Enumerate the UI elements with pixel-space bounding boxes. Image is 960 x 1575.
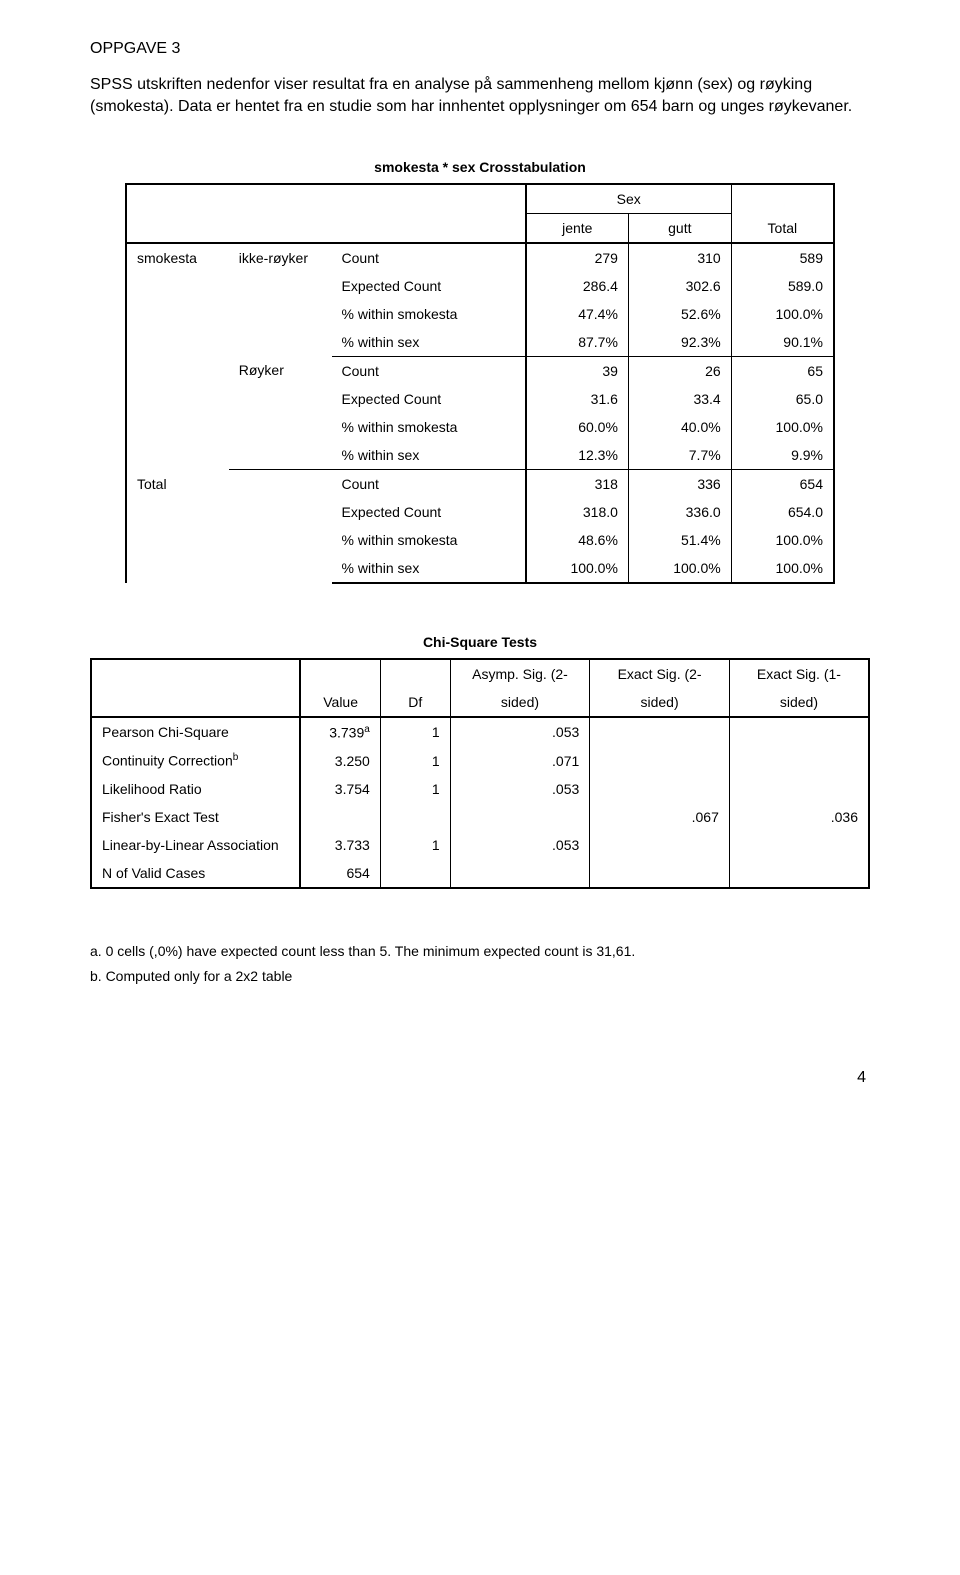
r3-label: Likelihood Ratio	[91, 775, 300, 803]
row-total-label: Total	[126, 469, 332, 583]
cell: 51.4%	[628, 526, 731, 554]
h-value: Value	[300, 688, 380, 717]
cell: 48.6%	[526, 526, 629, 554]
r6-label: N of Valid Cases	[91, 859, 300, 888]
cell: 9.9%	[731, 441, 834, 470]
r1-value: 3.739a	[300, 717, 380, 747]
r5-label: Linear-by-Linear Association	[91, 831, 300, 859]
stat-expected: Expected Count	[332, 498, 526, 526]
stat-within-smokesta: % within smokesta	[332, 526, 526, 554]
stat-within-sex: % within sex	[332, 554, 526, 583]
cell: 286.4	[526, 272, 629, 300]
cell: 26	[628, 356, 731, 385]
r4-exact1: .036	[729, 803, 869, 831]
stat-within-smokesta: % within smokesta	[332, 300, 526, 328]
cell: 31.6	[526, 385, 629, 413]
chisq-title: Chi-Square Tests	[90, 634, 870, 650]
stat-count: Count	[332, 469, 526, 498]
cell: 65	[731, 356, 834, 385]
cell: 100.0%	[526, 554, 629, 583]
cell: 589.0	[731, 272, 834, 300]
cell: 310	[628, 243, 731, 272]
header-total: Total	[731, 213, 834, 243]
r4-exact2: .067	[590, 803, 730, 831]
r2-df: 1	[380, 746, 450, 775]
r5-df: 1	[380, 831, 450, 859]
stat-within-smokesta: % within smokesta	[332, 413, 526, 441]
cell: 47.4%	[526, 300, 629, 328]
h-exact2b: sided)	[590, 688, 730, 717]
h-exact1a: Exact Sig. (1-	[729, 659, 869, 688]
cell: 52.6%	[628, 300, 731, 328]
header-sex: Sex	[526, 184, 732, 214]
r2-value: 3.250	[300, 746, 380, 775]
h-asymp1: Asymp. Sig. (2-	[450, 659, 590, 688]
cell: 100.0%	[628, 554, 731, 583]
row-var-label: smokesta	[126, 243, 229, 470]
r5-value: 3.733	[300, 831, 380, 859]
page-number: 4	[90, 1069, 870, 1087]
cell: 654.0	[731, 498, 834, 526]
cell: 589	[731, 243, 834, 272]
cell: 90.1%	[731, 328, 834, 357]
cell: 336.0	[628, 498, 731, 526]
cell: 302.6	[628, 272, 731, 300]
cell: 33.4	[628, 385, 731, 413]
cell: 60.0%	[526, 413, 629, 441]
cell: 100.0%	[731, 554, 834, 583]
cell: 7.7%	[628, 441, 731, 470]
r6-value: 654	[300, 859, 380, 888]
cell: 100.0%	[731, 413, 834, 441]
r3-df: 1	[380, 775, 450, 803]
cell: 39	[526, 356, 629, 385]
cell: 318	[526, 469, 629, 498]
crosstab-title: smokesta * sex Crosstabulation	[90, 159, 870, 175]
h-df: Df	[380, 688, 450, 717]
cell: 87.7%	[526, 328, 629, 357]
stat-expected: Expected Count	[332, 272, 526, 300]
r3-asymp: .053	[450, 775, 590, 803]
stat-within-sex: % within sex	[332, 328, 526, 357]
r4-label: Fisher's Exact Test	[91, 803, 300, 831]
r3-value: 3.754	[300, 775, 380, 803]
footnote-b: b. Computed only for a 2x2 table	[90, 964, 870, 989]
h-exact1b: sided)	[729, 688, 869, 717]
cell: 92.3%	[628, 328, 731, 357]
stat-count: Count	[332, 243, 526, 272]
cell: 100.0%	[731, 300, 834, 328]
cell: 279	[526, 243, 629, 272]
h-exact2a: Exact Sig. (2-	[590, 659, 730, 688]
cell: 318.0	[526, 498, 629, 526]
crosstab-table: Sex jente gutt Total smokesta ikke-røyke…	[125, 183, 835, 584]
cell: 40.0%	[628, 413, 731, 441]
cell: 336	[628, 469, 731, 498]
cell: 654	[731, 469, 834, 498]
r1-label: Pearson Chi-Square	[91, 717, 300, 747]
cat1-label: ikke-røyker	[229, 243, 332, 357]
chisq-table: Asymp. Sig. (2- Exact Sig. (2- Exact Sig…	[90, 658, 870, 889]
page-heading: OPPGAVE 3	[90, 40, 870, 58]
r2-label: Continuity Correctionb	[91, 746, 300, 775]
r2-asymp: .071	[450, 746, 590, 775]
cell: 12.3%	[526, 441, 629, 470]
footnote-a: a. 0 cells (,0%) have expected count les…	[90, 939, 870, 964]
r1-df: 1	[380, 717, 450, 747]
h-asymp2: sided)	[450, 688, 590, 717]
header-gutt: gutt	[628, 213, 731, 243]
r5-asymp: .053	[450, 831, 590, 859]
r1-asymp: .053	[450, 717, 590, 747]
cell: 65.0	[731, 385, 834, 413]
stat-count: Count	[332, 356, 526, 385]
cell: 100.0%	[731, 526, 834, 554]
intro-paragraph: SPSS utskriften nedenfor viser resultat …	[90, 74, 870, 119]
stat-expected: Expected Count	[332, 385, 526, 413]
cat2-label: Røyker	[229, 356, 332, 469]
stat-within-sex: % within sex	[332, 441, 526, 470]
header-jente: jente	[526, 213, 629, 243]
